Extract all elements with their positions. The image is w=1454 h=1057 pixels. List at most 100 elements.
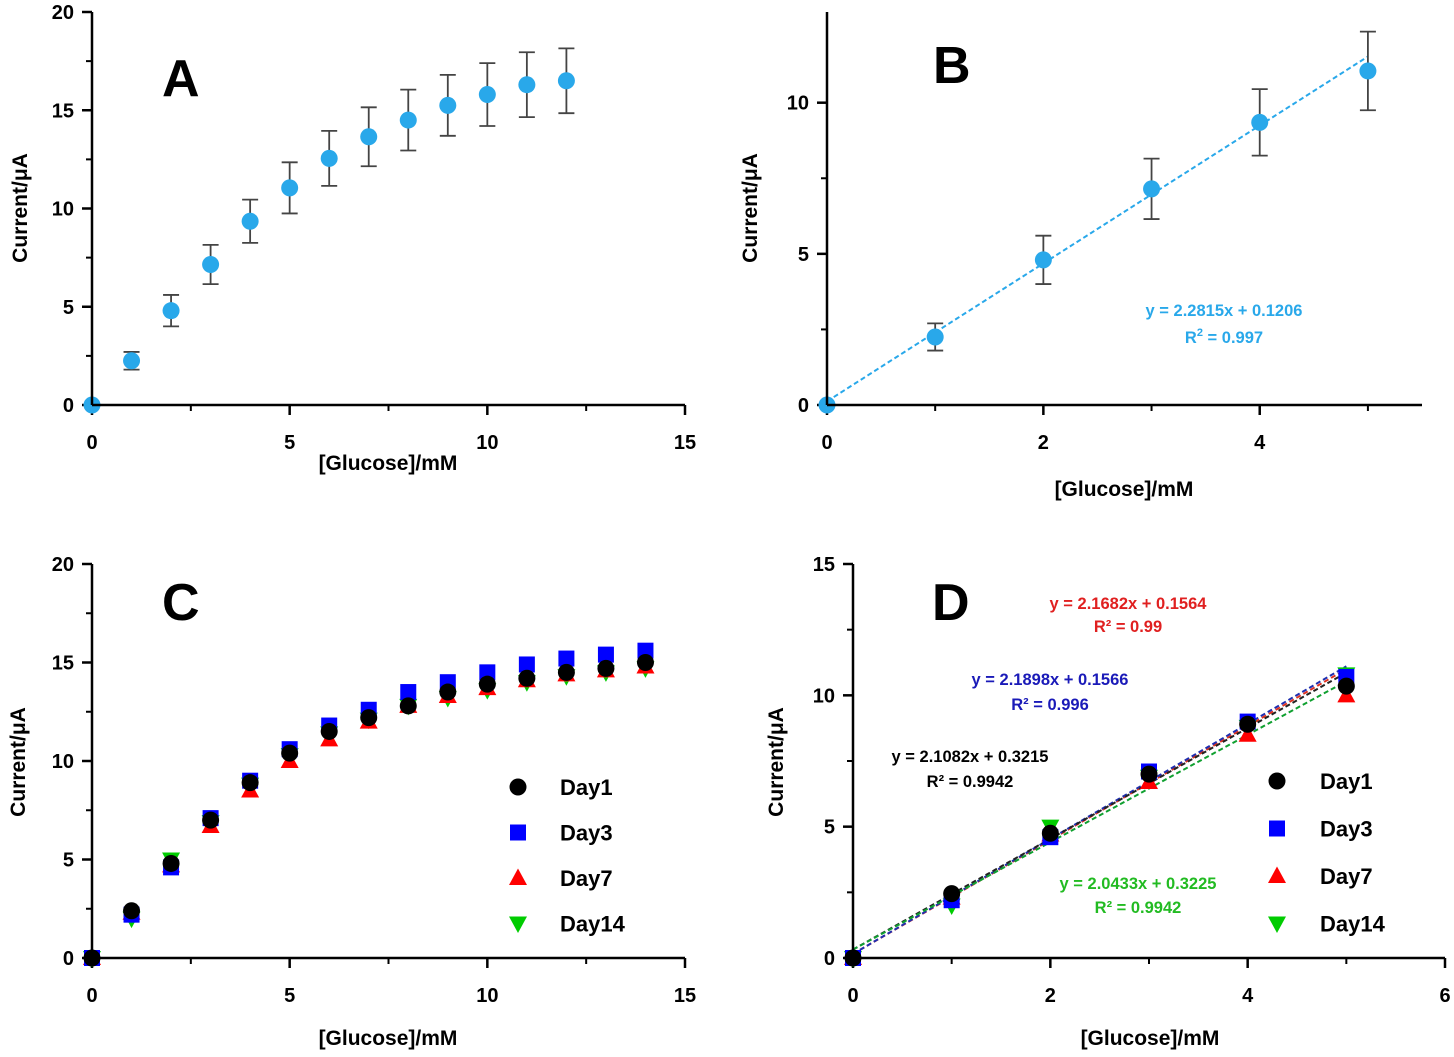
panel-a-point-current — [123, 352, 141, 370]
panel-a-ytick-label: 20 — [52, 2, 74, 24]
panel-d-legend-label-day14: Day14 — [1320, 912, 1386, 937]
panel-c-point-day1 — [399, 697, 417, 715]
panel-c-point-day1 — [320, 722, 338, 740]
panel-d-point-day7 — [1238, 725, 1257, 742]
panel-d-legend-label-day3: Day3 — [1320, 817, 1373, 842]
panel-c-legend-marker-day3 — [510, 824, 526, 841]
panel-d-r2-day1: R² = 0.9942 — [927, 773, 1014, 791]
panel-c-xtick-label: 10 — [476, 985, 498, 1007]
panel-a-point-current — [557, 72, 575, 90]
panel-c-point-day1 — [518, 669, 536, 687]
panel-b-point-current — [1143, 180, 1161, 198]
panel-a-xtick-label: 15 — [674, 432, 696, 454]
panel-c-legend-marker-day1 — [509, 778, 527, 796]
panel-c-point-day3 — [637, 642, 654, 659]
panel-d-xtick-label: 4 — [1242, 985, 1254, 1007]
panel-d-legend-label-day1: Day1 — [1320, 769, 1373, 794]
panel-a-point-current — [518, 76, 536, 94]
panel-c-xtick-label: 0 — [86, 985, 97, 1007]
panel-a-ytick-label: 0 — [63, 395, 74, 417]
panel-c-point-day1 — [478, 675, 496, 693]
panel-d-r2-day14: R² = 0.9942 — [1095, 899, 1182, 917]
panel-c-point-day1 — [202, 811, 220, 829]
panel-c: 0 5 10 15 0 5 10 15 20 Day1 Day3 Day7 Day14 C [Glu… — [7, 554, 696, 1050]
panel-a-xlabel: [Glucose]/mM — [319, 452, 458, 475]
panel-a-point-current — [399, 111, 417, 129]
panel-a-point-current — [202, 256, 220, 274]
panel-b-ylabel: Current/μA — [739, 153, 762, 263]
panel-a-label: A — [162, 50, 200, 108]
panel-b-r2-value: = 0.997 — [1203, 329, 1263, 347]
panel-c-point-day3 — [479, 664, 496, 681]
panel-a-ylabel: Current/μA — [9, 153, 32, 263]
panel-c-point-day1 — [557, 663, 575, 681]
panel-d-eq-day1: y = 2.1082x + 0.3215 — [892, 748, 1049, 766]
panel-b-fit-line-fit — [826, 55, 1369, 403]
panel-c-legend-marker-day7 — [509, 868, 527, 885]
panel-d-ylabel: Current/μA — [765, 707, 788, 817]
panel-d-point-day1 — [1140, 765, 1158, 783]
panel-b-ytick-label: 0 — [798, 395, 809, 417]
panel-a-xtick-label: 5 — [284, 432, 295, 454]
panel-a-point-current — [360, 128, 378, 146]
panel-c-point-day3 — [597, 646, 614, 663]
panel-c-point-day1 — [162, 854, 180, 872]
panel-a: 0 5 10 15 0 5 10 15 20 A [Glucose]/mM Current/μ… — [9, 2, 696, 475]
panel-c-ylabel: Current/μA — [7, 707, 30, 817]
panel-d-xtick-label: 2 — [1045, 985, 1056, 1007]
panel-c-point-day3 — [558, 650, 575, 667]
panel-d-xlabel: [Glucose]/mM — [1081, 1027, 1220, 1050]
panel-b-point-current — [926, 328, 944, 346]
panel-c-ytick-label: 0 — [63, 948, 74, 970]
panel-d-label: D — [932, 574, 970, 632]
panel-d-legend-marker-day1 — [1268, 772, 1286, 790]
panel-a-ytick-label: 15 — [52, 100, 74, 122]
panel-c-legend-label-day14: Day14 — [560, 912, 626, 937]
panel-b-r2-sup: 2 — [1197, 327, 1203, 339]
panel-d-point-day1 — [1337, 677, 1355, 695]
panel-d-fit-line-day14 — [852, 680, 1347, 951]
panel-d-ytick-label: 5 — [824, 817, 835, 839]
panel-a-point-current — [281, 179, 299, 197]
panel-b-label: B — [933, 37, 971, 95]
panel-d-r2-day3: R² = 0.996 — [1011, 696, 1089, 714]
panel-d-legend-marker-day3 — [1269, 820, 1285, 837]
panel-c-label: C — [162, 574, 200, 632]
panel-a-ytick-label: 10 — [52, 199, 74, 221]
panel-c-point-day1 — [636, 654, 654, 671]
panel-c-point-day1 — [281, 744, 299, 762]
panel-c-ytick-label: 20 — [52, 554, 74, 576]
panel-b-point-current — [1251, 113, 1269, 131]
panel-b-ytick-label: 10 — [787, 93, 809, 115]
panel-b-r2-prefix: R — [1185, 329, 1197, 347]
panel-b-point-current — [1359, 62, 1377, 80]
panel-b-ytick-label: 5 — [798, 244, 809, 266]
panel-c-ytick-label: 5 — [63, 850, 74, 872]
panel-c-legend-label-day3: Day3 — [560, 821, 613, 846]
panel-d-fit-line-day1 — [852, 671, 1347, 951]
panel-d-ytick-label: 15 — [813, 554, 835, 576]
panel-a-xtick-label: 0 — [86, 432, 97, 454]
panel-b-xlabel: [Glucose]/mM — [1055, 478, 1194, 501]
panel-b-point-current — [1034, 251, 1052, 269]
panel-d-ytick-label: 10 — [813, 685, 835, 707]
panel-b-xtick-label: 0 — [821, 432, 832, 454]
panel-b-equation: y = 2.2815x + 0.1206 — [1146, 302, 1303, 320]
panel-c-legend-marker-day14 — [509, 916, 527, 933]
panel-d-xtick-label: 0 — [847, 985, 858, 1007]
panel-d-eq-day3: y = 2.1898x + 0.1566 — [972, 671, 1129, 689]
panel-c-legend-label-day1: Day1 — [560, 775, 613, 800]
panel-a-point-current — [439, 96, 457, 114]
panel-d-fit-line-day3 — [852, 665, 1347, 955]
panel-a-point-current — [241, 212, 259, 230]
panel-c-point-day3 — [400, 684, 417, 701]
panel-c-xtick-label: 15 — [674, 985, 696, 1007]
panel-b: 0 2 4 0 5 10 B [Glucose]/mM Current/μA y = 2… — [739, 12, 1422, 501]
panel-c-ytick-label: 15 — [52, 653, 74, 675]
panel-c-xtick-label: 5 — [284, 985, 295, 1007]
panel-c-ytick-label: 10 — [52, 751, 74, 773]
panel-c-point-day1 — [241, 774, 259, 792]
panel-d-point-day1 — [943, 885, 961, 903]
panel-d-ytick-label: 0 — [824, 948, 835, 970]
